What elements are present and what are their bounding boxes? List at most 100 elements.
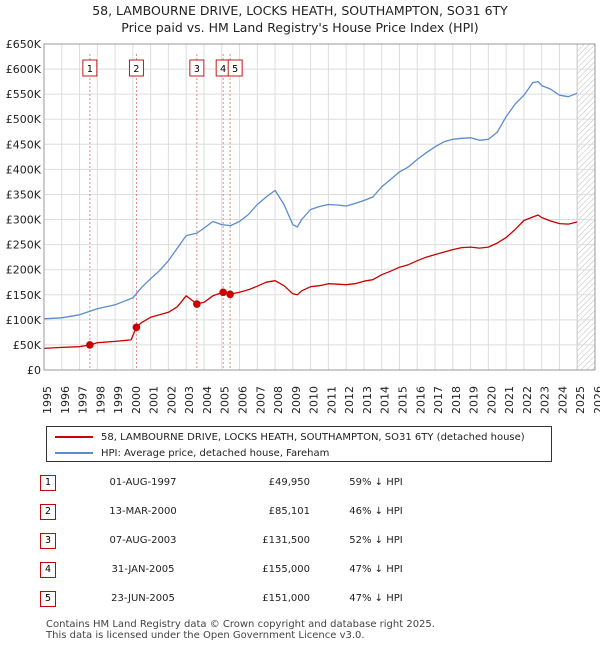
table-row: 2 13-MAR-2000 £85,101 46% ↓ HPI <box>40 497 442 526</box>
table-row: 4 31-JAN-2005 £155,000 47% ↓ HPI <box>40 555 442 584</box>
sale-number-badge: 1 <box>40 474 56 491</box>
legend-label-property: 58, LAMBOURNE DRIVE, LOCKS HEATH, SOUTHA… <box>101 431 525 443</box>
sale-number-badge: 5 <box>40 590 56 607</box>
x-tick-label: 2019 <box>468 386 481 414</box>
sale-point <box>193 300 201 308</box>
y-tick-label: £300K <box>6 214 42 227</box>
x-tick-label: 2015 <box>396 386 409 414</box>
y-tick-label: £550K <box>6 88 42 101</box>
sale-price: £155,000 <box>262 564 310 575</box>
sale-hpi-diff: 47% ↓ HPI <box>349 593 403 604</box>
x-tick-label: 2004 <box>201 386 214 414</box>
footer: Contains HM Land Registry data © Crown c… <box>46 619 435 641</box>
legend-swatch-hpi <box>55 452 93 454</box>
x-tick-label: 2010 <box>308 386 321 414</box>
sale-date: 01-AUG-1997 <box>109 477 177 488</box>
sale-price: £85,101 <box>268 506 310 517</box>
legend-item-hpi: HPI: Average price, detached house, Fare… <box>55 446 329 460</box>
sale-marker-label: 4 <box>220 64 226 75</box>
sale-marker-box <box>189 59 205 77</box>
x-tick-label: 2005 <box>219 386 232 414</box>
x-tick-label: 1995 <box>41 386 54 414</box>
sales-table: 1 01-AUG-1997 £49,950 59% ↓ HPI 2 13-MAR… <box>40 468 442 613</box>
sale-date: 13-MAR-2000 <box>109 506 177 517</box>
x-tick-label: 2026 <box>592 386 600 414</box>
x-tick-label: 2001 <box>148 386 161 414</box>
y-tick-label: £0 <box>27 364 41 377</box>
sale-date: 07-AUG-2003 <box>109 535 177 546</box>
sale-marker-box <box>227 59 243 77</box>
x-tick-label: 2024 <box>556 386 569 414</box>
sale-marker-label: 3 <box>194 64 200 75</box>
y-tick-label: £250K <box>6 239 42 252</box>
y-tick-label: £400K <box>6 163 42 176</box>
x-tick-label: 2023 <box>539 386 552 414</box>
plot-frame <box>43 43 596 371</box>
x-tick-label: 2020 <box>485 386 498 414</box>
y-tick-label: £450K <box>6 138 42 151</box>
sale-hpi-diff: 52% ↓ HPI <box>349 535 403 546</box>
x-tick-label: 2017 <box>432 386 445 414</box>
sale-price: £151,000 <box>262 593 310 604</box>
table-row: 1 01-AUG-1997 £49,950 59% ↓ HPI <box>40 468 442 497</box>
x-tick-label: 2008 <box>272 386 285 414</box>
y-tick-label: £350K <box>6 188 42 201</box>
y-tick-label: £650K <box>6 38 42 51</box>
sale-marker-label: 1 <box>87 64 93 75</box>
x-tick-label: 2011 <box>325 386 338 414</box>
sale-marker-label: 2 <box>133 64 139 75</box>
y-tick-label: £150K <box>6 289 42 302</box>
x-tick-label: 2006 <box>237 386 250 414</box>
x-tick-label: 2021 <box>503 386 516 414</box>
x-tick-label: 1996 <box>59 386 72 414</box>
table-row: 5 23-JUN-2005 £151,000 47% ↓ HPI <box>40 584 442 613</box>
x-tick-label: 2002 <box>165 386 178 414</box>
x-tick-label: 1997 <box>77 386 90 414</box>
y-tick-label: £100K <box>6 314 42 327</box>
sale-hpi-diff: 46% ↓ HPI <box>349 506 403 517</box>
sale-marker-box <box>128 59 144 77</box>
x-tick-label: 2022 <box>521 386 534 414</box>
sale-hpi-diff: 59% ↓ HPI <box>349 477 403 488</box>
x-tick-label: 2014 <box>379 386 392 414</box>
x-tick-label: 2025 <box>574 386 587 414</box>
sale-date: 23-JUN-2005 <box>111 593 175 604</box>
sale-marker-label: 5 <box>232 64 238 75</box>
sale-number-badge: 4 <box>40 561 56 578</box>
legend-swatch-property <box>55 436 93 438</box>
y-tick-label: £600K <box>6 63 42 76</box>
sale-date: 31-JAN-2005 <box>111 564 175 575</box>
y-tick-label: £200K <box>6 264 42 277</box>
table-row: 3 07-AUG-2003 £131,500 52% ↓ HPI <box>40 526 442 555</box>
x-tick-label: 2016 <box>414 386 427 414</box>
x-tick-label: 1998 <box>94 386 107 414</box>
x-tick-label: 2003 <box>183 386 196 414</box>
sale-price: £131,500 <box>262 535 310 546</box>
x-tick-label: 1999 <box>112 386 125 414</box>
legend: 58, LAMBOURNE DRIVE, LOCKS HEATH, SOUTHA… <box>46 426 552 462</box>
sale-number-badge: 3 <box>40 532 56 549</box>
sale-point <box>226 290 234 299</box>
y-tick-label: £50K <box>13 339 42 352</box>
sale-hpi-diff: 47% ↓ HPI <box>349 564 403 575</box>
series-line-hpi <box>43 80 578 320</box>
sale-price: £49,950 <box>268 477 310 488</box>
y-tick-label: £500K <box>6 113 42 126</box>
chart-subtitle: Price paid vs. HM Land Registry's House … <box>121 20 479 35</box>
legend-label-hpi: HPI: Average price, detached house, Fare… <box>101 447 330 459</box>
sale-point <box>86 341 94 349</box>
x-tick-label: 2012 <box>343 386 356 414</box>
footer-copyright: Contains HM Land Registry data © Crown c… <box>46 619 435 630</box>
sale-number-badge: 2 <box>40 503 56 520</box>
x-tick-label: 2007 <box>254 386 267 414</box>
series-line-property <box>43 214 578 350</box>
legend-item-property: 58, LAMBOURNE DRIVE, LOCKS HEATH, SOUTHA… <box>55 430 525 444</box>
footer-licence: This data is licensed under the Open Gov… <box>46 629 365 641</box>
sale-marker-box <box>82 59 98 77</box>
x-tick-label: 2009 <box>290 386 303 414</box>
projection-hatch <box>577 44 595 370</box>
chart-title: 58, LAMBOURNE DRIVE, LOCKS HEATH, SOUTHA… <box>92 3 508 18</box>
sale-point <box>219 288 227 297</box>
x-tick-label: 2000 <box>130 386 143 414</box>
